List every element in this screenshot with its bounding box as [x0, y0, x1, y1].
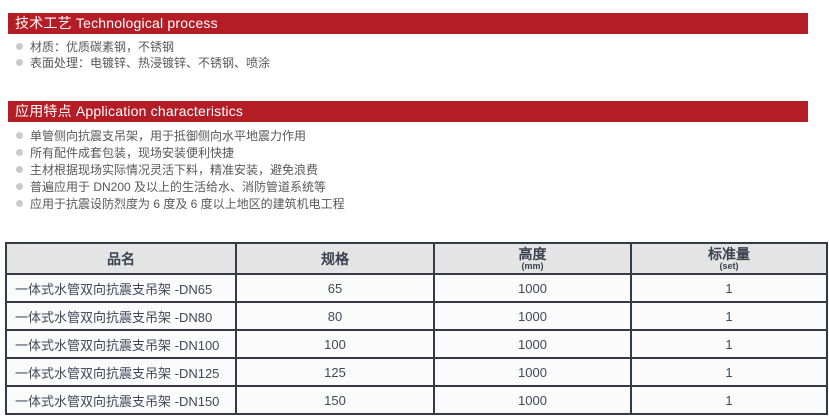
bullet-icon	[16, 200, 23, 207]
section-header-application-characteristics: 应用特点 Application characteristics	[8, 101, 808, 122]
bullet-icon	[16, 43, 23, 50]
bullet-icon	[16, 149, 23, 156]
cell-height: 1000	[433, 301, 632, 331]
table-row: 一体式水管双向抗震支吊架 -DN65 65 1000 1	[5, 273, 828, 303]
bullet-icon	[16, 132, 23, 139]
cell-specification: 150	[235, 385, 435, 415]
cell-height: 1000	[433, 273, 632, 303]
column-header-label: 规格	[321, 250, 349, 267]
table-row: 一体式水管双向抗震支吊架 -DN100 100 1000 1	[5, 329, 828, 359]
cell-specification: 100	[235, 329, 435, 359]
list-item: 主材根据现场实际情况灵活下料，精准安装，避免浪费	[16, 162, 829, 178]
cell-standard-qty: 1	[630, 329, 828, 359]
section-header-technological-process: 技术工艺 Technological process	[8, 13, 808, 34]
list-item-text: 普遍应用于 DN200 及以上的生活给水、消防管道系统等	[30, 180, 327, 194]
bullet-icon	[16, 166, 23, 173]
bullet-icon	[16, 59, 23, 66]
column-header-unit: (set)	[719, 261, 739, 271]
cell-product-name: 一体式水管双向抗震支吊架 -DN125	[5, 357, 237, 387]
list-item-text: 材质：优质碳素钢，不锈钢	[30, 40, 175, 54]
cell-height: 1000	[433, 329, 632, 359]
column-header-label: 高度	[518, 246, 547, 262]
application-characteristics-list: 单管侧向抗震支吊架，用于抵御侧向水平地震力作用 所有配件成套包装，现场安装便利快…	[16, 128, 829, 212]
cell-standard-qty: 1	[630, 385, 828, 415]
section-title: 技术工艺 Technological process	[15, 15, 218, 31]
list-item-text: 应用于抗震设防烈度为 6 度及 6 度以上地区的建筑机电工程	[30, 197, 345, 211]
list-item-text: 表面处理：电镀锌、热浸镀锌、不锈钢、喷涂	[30, 56, 271, 70]
cell-product-name: 一体式水管双向抗震支吊架 -DN65	[5, 273, 237, 303]
column-header-product-name: 品名	[5, 242, 237, 275]
column-header-unit: (mm)	[521, 261, 544, 271]
cell-specification: 125	[235, 357, 435, 387]
cell-specification: 65	[235, 273, 435, 303]
table-row: 一体式水管双向抗震支吊架 -DN80 80 1000 1	[5, 301, 828, 331]
list-item: 普遍应用于 DN200 及以上的生活给水、消防管道系统等	[16, 179, 829, 195]
cell-standard-qty: 1	[630, 273, 828, 303]
cell-product-name: 一体式水管双向抗震支吊架 -DN150	[5, 385, 237, 415]
table-row: 一体式水管双向抗震支吊架 -DN150 150 1000 1	[5, 385, 828, 415]
cell-product-name: 一体式水管双向抗震支吊架 -DN100	[5, 329, 237, 359]
list-item: 单管侧向抗震支吊架，用于抵御侧向水平地震力作用	[16, 128, 829, 144]
cell-standard-qty: 1	[630, 301, 828, 331]
column-header-label: 品名	[107, 250, 135, 267]
list-item-text: 主材根据现场实际情况灵活下料，精准安装，避免浪费	[30, 163, 319, 177]
table-row: 一体式水管双向抗震支吊架 -DN125 125 1000 1	[5, 357, 828, 387]
list-item-text: 单管侧向抗震支吊架，用于抵御侧向水平地震力作用	[30, 129, 307, 143]
column-header-height: 高度 (mm)	[433, 242, 632, 275]
column-header-standard-qty: 标准量 (set)	[630, 242, 828, 275]
cell-specification: 80	[235, 301, 435, 331]
bullet-icon	[16, 183, 23, 190]
section-title: 应用特点 Application characteristics	[15, 103, 244, 119]
product-spec-table: 品名 规格 高度 (mm) 标准量 (set) 一体式水管双向抗震支吊架 -DN65…	[5, 242, 828, 415]
table-header-row: 品名 规格 高度 (mm) 标准量 (set)	[5, 242, 828, 275]
cell-standard-qty: 1	[630, 357, 828, 387]
cell-height: 1000	[433, 385, 632, 415]
cell-height: 1000	[433, 357, 632, 387]
cell-product-name: 一体式水管双向抗震支吊架 -DN80	[5, 301, 237, 331]
list-item: 应用于抗震设防烈度为 6 度及 6 度以上地区的建筑机电工程	[16, 196, 829, 212]
list-item-text: 所有配件成套包装，现场安装便利快捷	[30, 146, 235, 160]
list-item: 材质：优质碳素钢，不锈钢	[16, 40, 829, 55]
column-header-specification: 规格	[235, 242, 435, 275]
column-header-label: 标准量	[708, 246, 750, 262]
technological-process-list: 材质：优质碳素钢，不锈钢 表面处理：电镀锌、热浸镀锌、不锈钢、喷涂	[16, 40, 829, 71]
list-item: 表面处理：电镀锌、热浸镀锌、不锈钢、喷涂	[16, 56, 829, 71]
list-item: 所有配件成套包装，现场安装便利快捷	[16, 145, 829, 161]
